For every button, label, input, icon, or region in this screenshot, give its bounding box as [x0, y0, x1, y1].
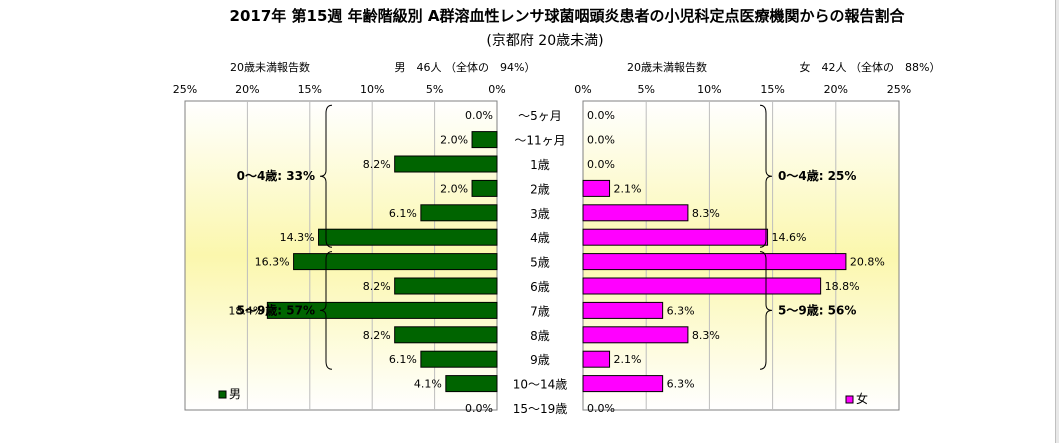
bar-right: [582, 179, 611, 197]
data-label-right: 8.3%: [692, 329, 720, 342]
x-tick-label-right: 15%: [760, 83, 784, 96]
data-label-right: 6.3%: [667, 378, 695, 391]
data-label-left: 4.1%: [414, 378, 442, 391]
bar-left: [420, 204, 498, 222]
bar-left: [471, 179, 498, 197]
category-label: 3歳: [530, 207, 550, 221]
group-annotation-left: 5～9歳: 57%: [237, 302, 315, 317]
x-tick-label-left: 15%: [298, 83, 322, 96]
data-label-right: 20.8%: [850, 256, 885, 269]
bar-left: [394, 277, 498, 295]
data-label-left: 2.0%: [440, 134, 468, 147]
data-label-left: 14.3%: [280, 231, 315, 244]
category-label: 2歳: [530, 182, 550, 196]
chart-subtitle: (京都府 20歳未満): [486, 33, 603, 49]
x-tick-label-left: 0%: [488, 83, 505, 96]
legend-label-left: 男: [229, 387, 241, 401]
category-label: 6歳: [530, 280, 550, 294]
data-label-right: 18.8%: [825, 280, 860, 293]
bar-right: [582, 326, 689, 344]
data-label-right: 2.1%: [614, 353, 642, 366]
data-label-left: 0.0%: [465, 109, 493, 122]
bar-right: [582, 301, 664, 319]
data-label-left: 8.2%: [363, 329, 391, 342]
series-summary-right: 女 42人 （全体の 88%）: [800, 60, 941, 74]
data-label-right: 0.0%: [587, 402, 615, 415]
category-label: 10～14歳: [513, 378, 568, 392]
bar-right: [582, 253, 847, 271]
data-label-left: 16.3%: [255, 256, 290, 269]
category-label: 15～19歳: [513, 402, 568, 416]
data-label-left: 0.0%: [465, 402, 493, 415]
x-tick-label-right: 0%: [574, 83, 591, 96]
x-tick-label-left: 10%: [360, 83, 384, 96]
data-label-right: 0.0%: [587, 134, 615, 147]
group-brace-right: [759, 251, 773, 370]
data-label-left: 8.2%: [363, 280, 391, 293]
bar-left: [318, 228, 498, 246]
bar-left: [394, 326, 498, 344]
x-tick-label-left: 20%: [235, 83, 259, 96]
x-tick-label-right: 20%: [824, 83, 848, 96]
bar-left: [266, 301, 498, 319]
x-tick-label-right: 25%: [887, 83, 911, 96]
category-label: 5歳: [530, 256, 550, 270]
window-edge: [1055, 0, 1059, 443]
category-label: ～5ヶ月: [518, 109, 562, 123]
group-annotation-left: 0～4歳: 33%: [237, 168, 315, 183]
legend-swatch-left: [218, 390, 227, 399]
x-tick-label-right: 5%: [637, 83, 654, 96]
category-label: 9歳: [530, 353, 550, 367]
data-label-right: 14.6%: [772, 231, 807, 244]
data-label-right: 0.0%: [587, 109, 615, 122]
category-label: 4歳: [530, 231, 550, 245]
axis-label-left: 20歳未満報告数: [230, 61, 310, 74]
bar-right: [582, 375, 664, 393]
bar-right: [582, 228, 769, 246]
category-label: 7歳: [530, 304, 550, 318]
group-brace-left: [319, 251, 333, 370]
group-brace-left: [319, 104, 333, 248]
category-label: 1歳: [530, 158, 550, 172]
bar-right: [582, 350, 611, 368]
x-tick-label-left: 5%: [426, 83, 443, 96]
bar-left: [394, 155, 498, 173]
data-label-left: 18.4%: [228, 304, 263, 317]
bar-left: [293, 253, 498, 271]
data-label-right: 6.3%: [667, 304, 695, 317]
legend-swatch-right: [845, 395, 854, 404]
data-label-left: 8.2%: [363, 158, 391, 171]
data-label-right: 2.1%: [614, 182, 642, 195]
legend-label-right: 女: [856, 391, 868, 406]
series-summary-left: 男 46人 （全体の 94%）: [395, 60, 536, 74]
group-annotation-right: 5～9歳: 56%: [778, 302, 856, 317]
bar-right: [582, 204, 689, 222]
chart-title: 2017年 第15週 年齢階級別 A群溶血性レンサ球菌咽頭炎患者の小児科定点医療…: [230, 7, 906, 25]
bar-right: [582, 277, 822, 295]
data-label-left: 6.1%: [389, 207, 417, 220]
bar-left: [445, 375, 498, 393]
data-label-right: 8.3%: [692, 207, 720, 220]
data-label-right: 0.0%: [587, 158, 615, 171]
x-tick-label-left: 25%: [173, 83, 197, 96]
group-brace-right: [759, 104, 773, 248]
bar-left: [471, 131, 498, 149]
category-label: ～11ヶ月: [514, 134, 565, 148]
data-label-left: 2.0%: [440, 182, 468, 195]
group-annotation-right: 0～4歳: 25%: [778, 168, 856, 183]
bar-left: [420, 350, 498, 368]
x-tick-label-right: 10%: [697, 83, 721, 96]
category-label: 8歳: [530, 329, 550, 343]
axis-label-right: 20歳未満報告数: [627, 61, 707, 74]
data-label-left: 6.1%: [389, 353, 417, 366]
